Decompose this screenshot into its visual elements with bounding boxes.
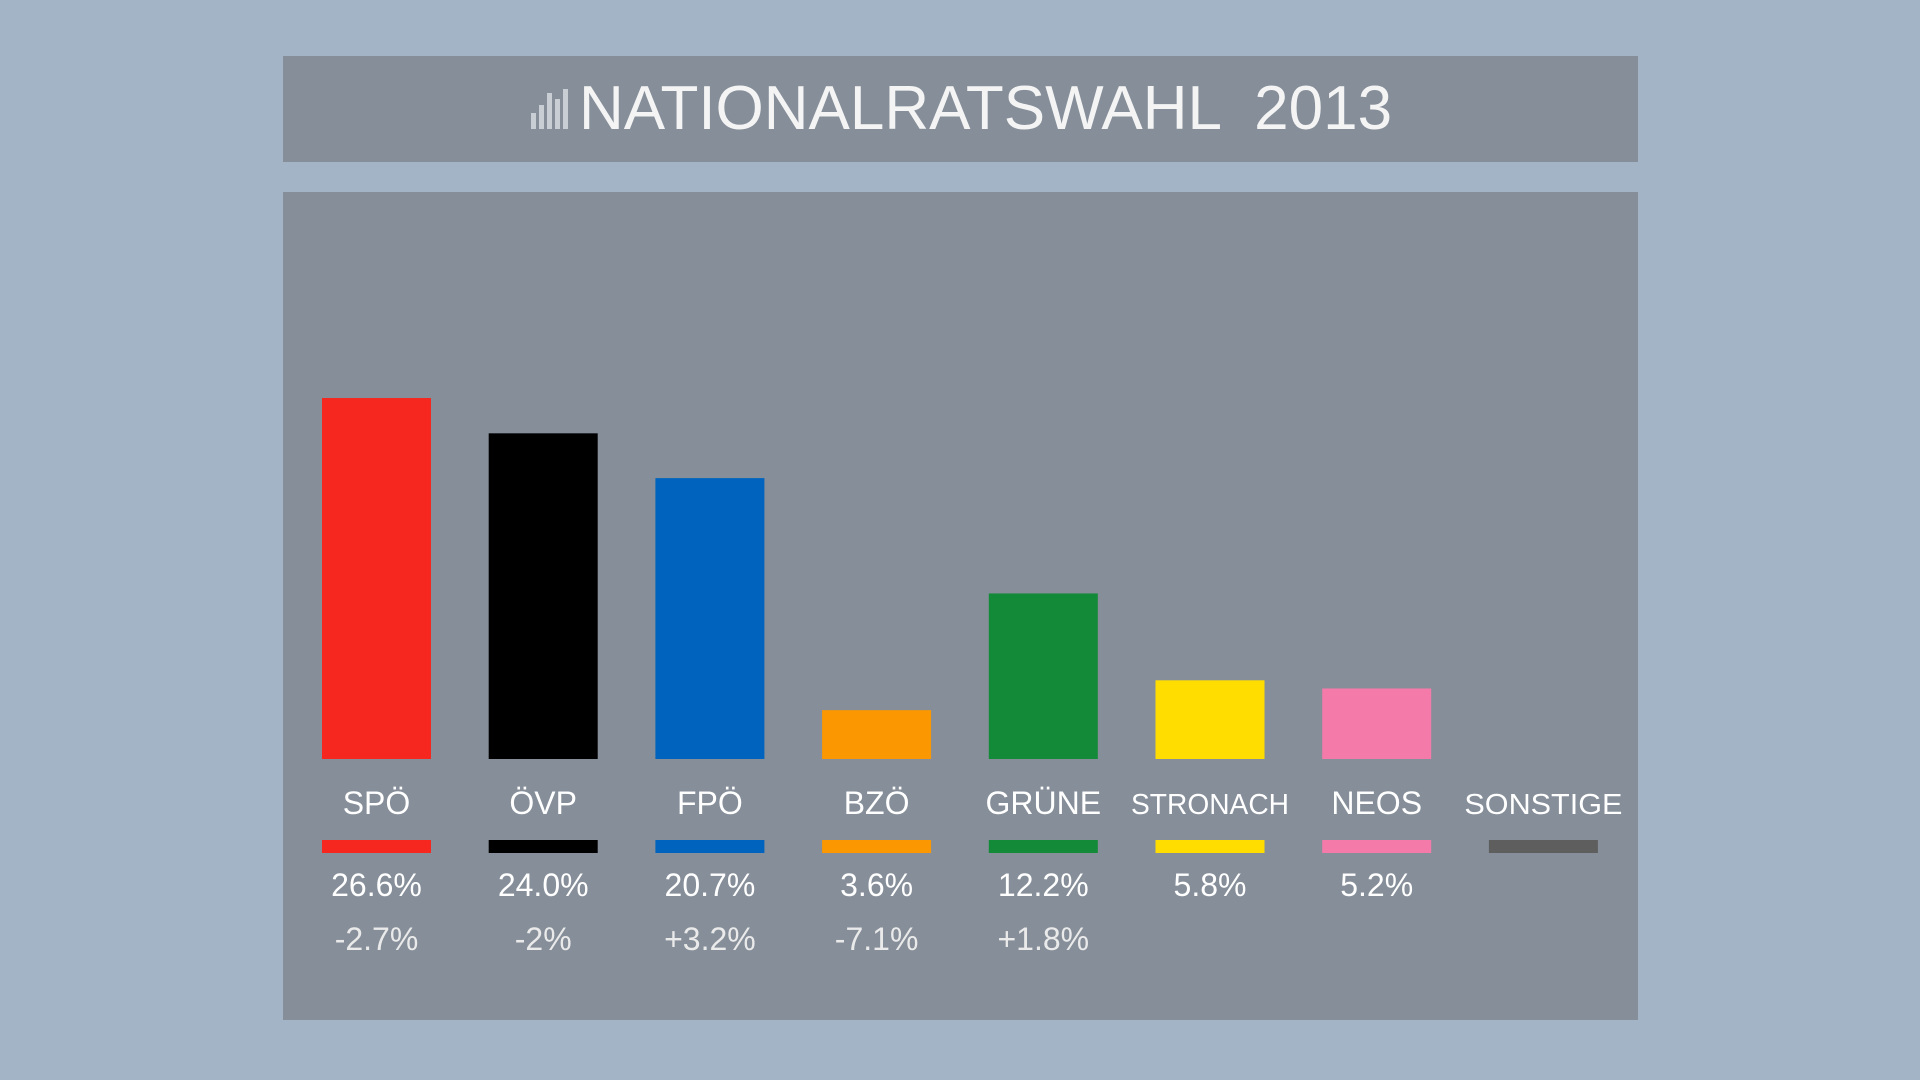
bar-1	[488, 433, 598, 759]
bar-5	[1155, 680, 1265, 759]
bar-0	[322, 398, 431, 759]
change-label-0: -2.7%	[335, 921, 419, 957]
category-label-1: ÖVP	[509, 785, 577, 821]
bar-6	[1322, 688, 1432, 759]
category-label-7: SONSTIGE	[1464, 789, 1622, 821]
category-label-2: FPÖ	[677, 785, 743, 821]
change-label-4: +1.8%	[997, 921, 1089, 957]
legend-swatch-0	[322, 840, 431, 853]
value-label-0: 26.6%	[331, 867, 422, 903]
category-label-0: SPÖ	[343, 785, 411, 821]
value-label-6: 5.2%	[1340, 867, 1413, 903]
category-label-3: BZÖ	[844, 785, 910, 821]
chart-title: NATIONALRATSWAHL 2013	[578, 74, 1393, 143]
change-label-3: -7.1%	[835, 921, 919, 957]
category-label-5: STRONACH	[1131, 789, 1289, 821]
legend-swatch-2	[655, 840, 765, 853]
legend-swatch-1	[488, 840, 598, 853]
change-label-2: +3.2%	[664, 921, 756, 957]
value-label-4: 12.2%	[998, 867, 1089, 903]
legend-swatch-6	[1322, 840, 1432, 853]
value-label-2: 20.7%	[665, 867, 756, 903]
legend-swatch-3	[822, 840, 932, 853]
bar-chart: SPÖ 26.6% -2.7% ÖVP 24.0% -2% FPÖ 20.7% +3.2% BZÖ…	[322, 398, 1622, 957]
value-label-1: 24.0%	[498, 867, 589, 903]
value-label-3: 3.6%	[840, 867, 913, 903]
category-label-6: NEOS	[1331, 785, 1422, 821]
bar-2	[655, 478, 765, 759]
value-label-5: 5.8%	[1174, 867, 1247, 903]
legend-swatch-4	[988, 840, 1098, 853]
bar-3	[822, 710, 932, 759]
chart-panel: SPÖ 26.6% -2.7% ÖVP 24.0% -2% FPÖ 20.7% +3.2% BZÖ…	[283, 192, 1638, 1020]
bar-4	[988, 593, 1098, 759]
legend-swatch-5	[1155, 840, 1265, 853]
category-label-4: GRÜNE	[986, 785, 1102, 821]
bar-chart-icon	[529, 85, 573, 134]
change-label-1: -2%	[515, 921, 572, 957]
legend-swatch-7	[1488, 840, 1598, 853]
chart-header: NATIONALRATSWAHL 2013	[283, 56, 1638, 162]
